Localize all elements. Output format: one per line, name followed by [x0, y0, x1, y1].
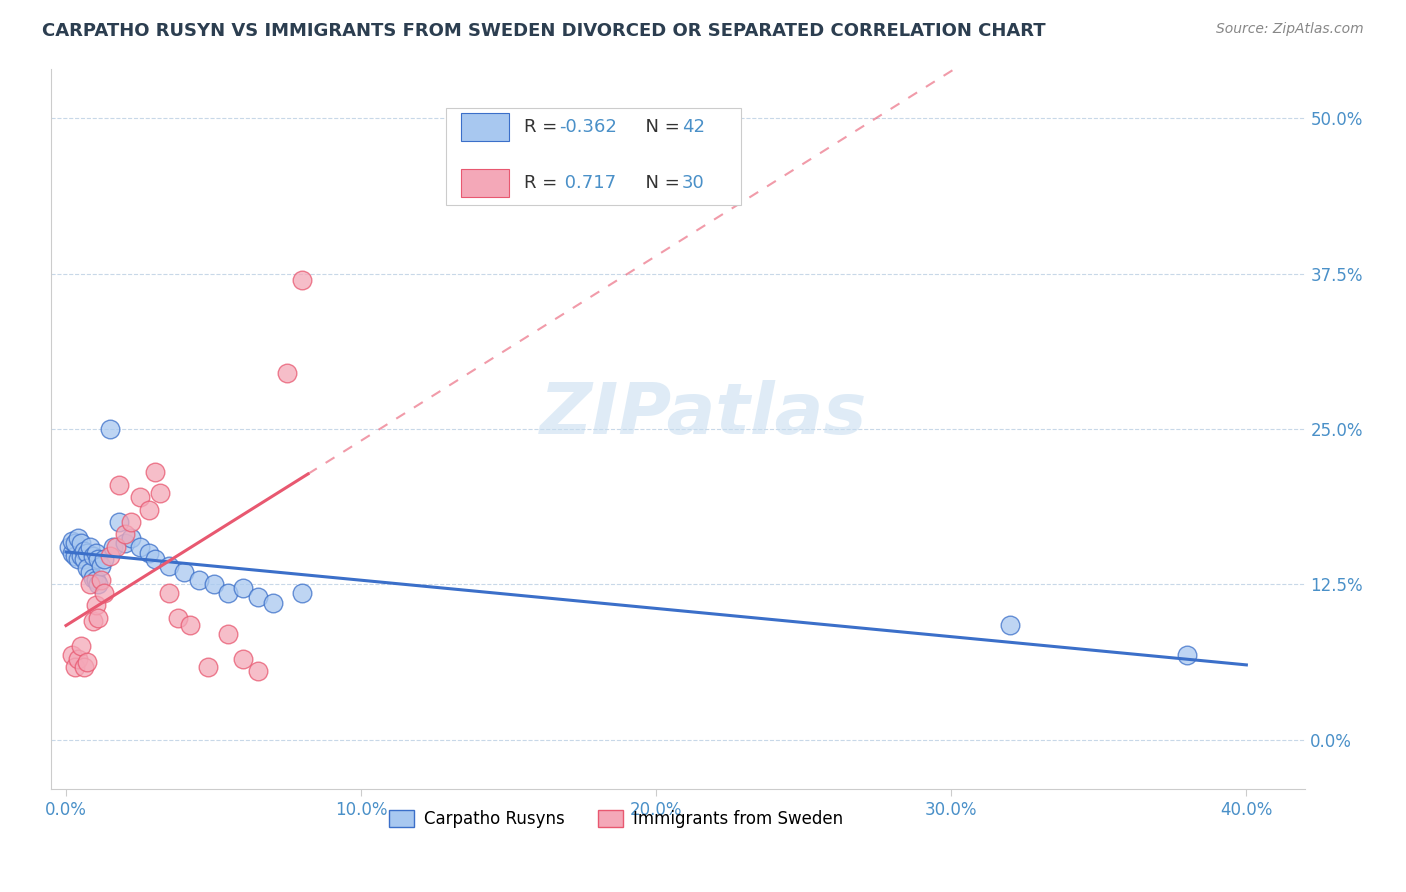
- Point: [108, 515, 131, 529]
- Point: [63, 660, 86, 674]
- Point: [69, 549, 91, 563]
- Point: [87, 552, 110, 566]
- Point: [66, 552, 89, 566]
- Point: [63, 549, 86, 563]
- Point: [98, 549, 121, 563]
- Point: [60, 533, 83, 548]
- Point: [90, 558, 112, 573]
- Point: [79, 540, 101, 554]
- Point: [246, 590, 269, 604]
- Point: [143, 552, 166, 566]
- Point: [202, 577, 225, 591]
- Text: N =: N =: [634, 174, 686, 192]
- Point: [173, 565, 195, 579]
- Point: [66, 531, 89, 545]
- FancyBboxPatch shape: [446, 108, 741, 205]
- Point: [276, 366, 298, 380]
- Legend: Carpatho Rusyns, Immigrants from Sweden: Carpatho Rusyns, Immigrants from Sweden: [382, 804, 849, 835]
- Point: [128, 540, 150, 554]
- Point: [93, 586, 115, 600]
- Point: [120, 515, 142, 529]
- Point: [114, 536, 136, 550]
- Point: [76, 656, 98, 670]
- Point: [76, 546, 98, 560]
- FancyBboxPatch shape: [461, 169, 509, 197]
- Text: ZIPatlas: ZIPatlas: [540, 380, 868, 449]
- Point: [76, 561, 98, 575]
- Point: [73, 552, 96, 566]
- Point: [87, 577, 110, 591]
- Point: [157, 558, 180, 573]
- Point: [82, 549, 104, 563]
- Text: R =: R =: [524, 118, 562, 136]
- Point: [79, 577, 101, 591]
- Text: -0.362: -0.362: [560, 118, 617, 136]
- Text: 30: 30: [682, 174, 704, 192]
- Point: [63, 536, 86, 550]
- Point: [73, 660, 96, 674]
- Point: [246, 664, 269, 678]
- Point: [149, 486, 172, 500]
- Point: [157, 586, 180, 600]
- Point: [1175, 648, 1198, 662]
- Point: [58, 540, 80, 554]
- Point: [138, 546, 160, 560]
- Point: [179, 618, 201, 632]
- Point: [69, 536, 91, 550]
- Point: [128, 490, 150, 504]
- Point: [262, 596, 284, 610]
- Point: [84, 574, 107, 588]
- Text: Source: ZipAtlas.com: Source: ZipAtlas.com: [1216, 22, 1364, 37]
- Point: [167, 611, 190, 625]
- Point: [120, 531, 142, 545]
- Point: [1000, 618, 1022, 632]
- Point: [84, 546, 107, 560]
- Point: [105, 540, 128, 554]
- Point: [143, 466, 166, 480]
- Point: [90, 574, 112, 588]
- Point: [60, 546, 83, 560]
- Point: [114, 527, 136, 541]
- Point: [232, 652, 254, 666]
- Point: [291, 273, 314, 287]
- Text: R =: R =: [524, 174, 562, 192]
- Point: [73, 543, 96, 558]
- Point: [217, 627, 239, 641]
- Point: [108, 477, 131, 491]
- Point: [187, 574, 209, 588]
- Point: [217, 586, 239, 600]
- Point: [98, 422, 121, 436]
- Text: 42: 42: [682, 118, 704, 136]
- Point: [82, 615, 104, 629]
- Point: [87, 611, 110, 625]
- Point: [232, 581, 254, 595]
- Point: [79, 565, 101, 579]
- Point: [84, 599, 107, 613]
- FancyBboxPatch shape: [461, 113, 509, 141]
- Text: 0.717: 0.717: [560, 174, 616, 192]
- Point: [291, 586, 314, 600]
- Point: [103, 540, 125, 554]
- Text: N =: N =: [634, 118, 686, 136]
- Point: [197, 660, 219, 674]
- Text: CARPATHO RUSYN VS IMMIGRANTS FROM SWEDEN DIVORCED OR SEPARATED CORRELATION CHART: CARPATHO RUSYN VS IMMIGRANTS FROM SWEDEN…: [42, 22, 1046, 40]
- Point: [69, 640, 91, 654]
- Point: [138, 502, 160, 516]
- Point: [60, 648, 83, 662]
- Point: [93, 552, 115, 566]
- Point: [66, 652, 89, 666]
- Point: [82, 571, 104, 585]
